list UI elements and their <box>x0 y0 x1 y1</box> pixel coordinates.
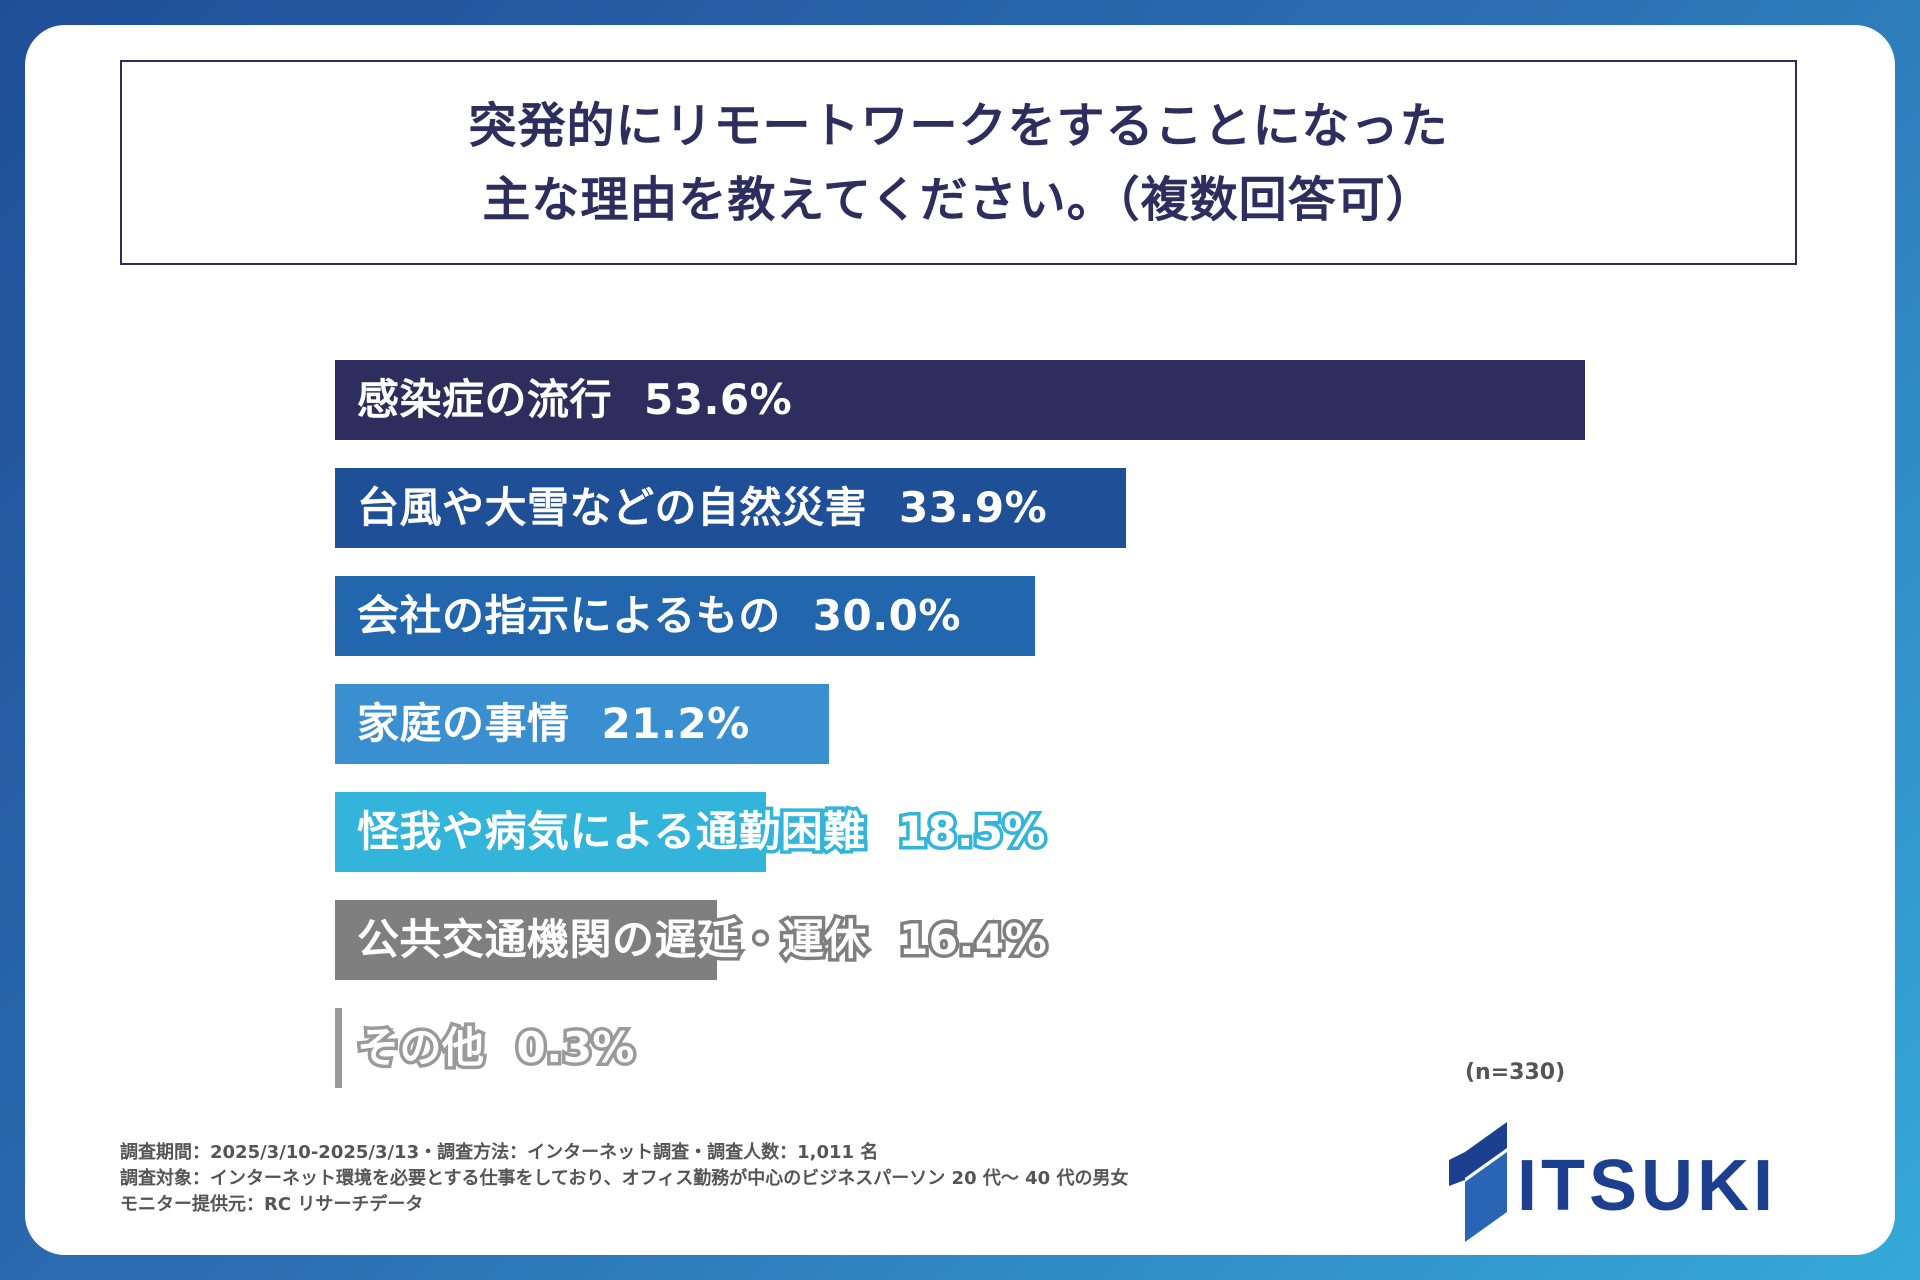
bar-row: 会社の指示によるもの 30.0% <box>335 576 1585 656</box>
sample-size-note: (n=330) <box>1465 1060 1566 1085</box>
bar-value-label: 21.2% <box>598 696 753 752</box>
footer-line-target: 調査対象：インターネット環境を必要とする仕事をしており、オフィス勤務が中心のビジ… <box>120 1168 1129 1189</box>
bar-row: その他 0.3% <box>335 1008 1585 1088</box>
bar <box>335 360 1585 440</box>
bar-value-label: 18.5% <box>894 804 1049 860</box>
bar-label: 家庭の事情 21.2% <box>354 684 753 764</box>
bar-value-label: 53.6% <box>641 372 796 428</box>
bar-row: 公共交通機関の遅延・運休 16.4% <box>335 900 1585 980</box>
bar-category-label: 怪我や病気による通勤困難 <box>354 804 869 860</box>
bar <box>335 684 830 764</box>
bar-category-label: 感染症の流行 <box>353 372 615 428</box>
bar-category-label: その他 <box>354 1020 488 1076</box>
bar-label: 会社の指示によるもの 30.0% <box>354 576 964 656</box>
footer-line-period: 調査期間：2025/3/10-2025/3/13・調査方法：インターネット調査・… <box>120 1142 879 1163</box>
title-line-2: 主な理由を教えてください。（複数回答可） <box>482 171 1435 228</box>
bar-label: 台風や大雪などの自然災害 33.9% <box>353 468 1051 548</box>
bar-row: 感染症の流行 53.6% <box>335 360 1585 440</box>
survey-footer: 調査期間：2025/3/10-2025/3/13・調査方法：インターネット調査・… <box>120 1140 1128 1218</box>
logo-text: ITSUKI <box>1517 1146 1778 1226</box>
title-box: 突発的にリモートワークをすることになった 主な理由を教えてください。（複数回答可… <box>120 60 1797 265</box>
bar-value-label: 0.3% <box>513 1020 638 1076</box>
bar-row: 家庭の事情 21.2% <box>335 684 1585 764</box>
bar-category-label: 会社の指示によるもの <box>354 588 784 644</box>
bar-category-label: 台風や大雪などの自然災害 <box>353 480 870 536</box>
bar <box>335 468 1126 548</box>
bar-row: 怪我や病気による通勤困難 18.5% <box>335 792 1585 872</box>
bar-label: 公共交通機関の遅延・運休 16.4% <box>353 900 1051 980</box>
bar-category-label: 公共交通機関の遅延・運休 <box>353 912 870 968</box>
bar <box>335 792 767 872</box>
footer-line-provider: モニター提供元：RC リサーチデータ <box>120 1194 424 1215</box>
title-line-1: 突発的にリモートワークをすることになった <box>468 97 1449 154</box>
bar-category-label: 家庭の事情 <box>354 696 573 752</box>
bar-label: その他 0.3% <box>354 1008 638 1088</box>
itsuki-logo: ITSUKI <box>1445 1120 1805 1245</box>
bar <box>335 576 1035 656</box>
bar-value-label: 16.4% <box>896 912 1051 968</box>
bar-chart: 感染症の流行 53.6% 台風や大雪などの自然災害 33.9% 会社の指示によるもの 30… <box>335 360 1585 1100</box>
bar-label: 怪我や病気による通勤困難 18.5% <box>354 792 1049 872</box>
bar-row: 台風や大雪などの自然災害 33.9% <box>335 468 1585 548</box>
logo-mark-icon <box>1449 1122 1507 1242</box>
bar-label: 感染症の流行 53.6% <box>353 360 796 440</box>
bar <box>335 900 718 980</box>
bar-value-label: 30.0% <box>809 588 964 644</box>
bar <box>335 1008 342 1088</box>
bar-value-label: 33.9% <box>896 480 1051 536</box>
